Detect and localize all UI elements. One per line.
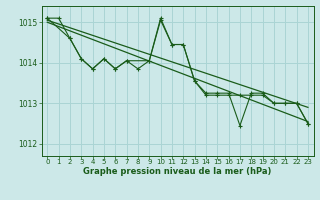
X-axis label: Graphe pression niveau de la mer (hPa): Graphe pression niveau de la mer (hPa) [84,167,272,176]
